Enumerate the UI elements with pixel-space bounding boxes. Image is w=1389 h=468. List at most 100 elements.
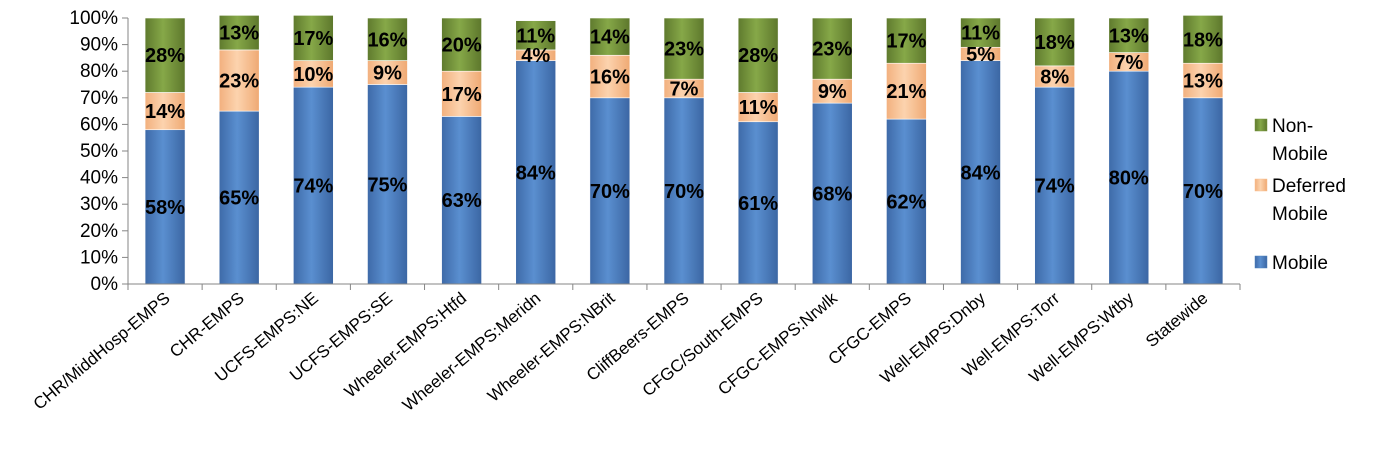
bar-segment-non-mobile — [663, 17, 705, 80]
bar-segment-mobile — [515, 60, 557, 285]
bar-segment-non-mobile — [589, 17, 631, 56]
x-axis: CHR/MiddHosp-EMPSCHR-EMPSUCFS-EMPS:NEUCF… — [30, 283, 1241, 415]
bar-segment-non-mobile — [1034, 17, 1075, 67]
legend-label: Mobile — [1272, 144, 1328, 165]
y-tick-label: 70% — [80, 88, 118, 109]
data-label: 8% — [1040, 67, 1069, 89]
data-label: 9% — [818, 81, 847, 103]
bar-segment-non-mobile — [886, 17, 927, 64]
x-tick-label: CFGC-EMPS:Nrwlk — [714, 288, 841, 399]
data-label: 5% — [966, 44, 995, 66]
bar-segment-non-mobile — [293, 15, 334, 61]
bar-segment-non-mobile — [367, 17, 408, 61]
data-label: 11% — [739, 97, 778, 119]
bar-segment-mobile — [886, 118, 927, 285]
data-label: 23% — [664, 39, 704, 61]
data-label: 7% — [1114, 52, 1143, 74]
data-label: 13% — [1183, 71, 1223, 93]
bar-segment-non-mobile — [960, 17, 1001, 48]
data-label: 61% — [738, 193, 778, 215]
y-tick-label: 10% — [80, 247, 118, 268]
y-tick-label: 50% — [80, 141, 118, 162]
data-label: 11% — [516, 25, 555, 47]
x-tick-label: Wheeler-EMPS:Meridn — [399, 289, 544, 415]
bar-segment-deferred-mobile — [218, 49, 260, 112]
bar-segment-mobile — [144, 129, 186, 285]
x-tick-label: Statewide — [1142, 289, 1211, 352]
x-tick-label: Wheeler-EMPS:NBrit — [484, 288, 619, 405]
data-label: 14% — [590, 27, 630, 49]
y-tick-label: 20% — [80, 221, 118, 242]
legend-swatch — [1254, 255, 1268, 269]
y-tick-label: 100% — [69, 8, 118, 29]
data-label: 13% — [219, 23, 259, 45]
bar-segment-mobile — [367, 84, 408, 285]
data-label: 16% — [590, 67, 630, 89]
bar-segment-non-mobile — [1182, 15, 1224, 64]
data-label: 11% — [961, 23, 1000, 45]
legend-swatch — [1254, 178, 1268, 192]
data-label: 62% — [886, 192, 926, 214]
data-labels: 58% 14% 28% 65% 23% 13% 74% 10% 17% 75% 9% 16% 63% 17… — [145, 23, 1223, 219]
data-label: 84% — [516, 162, 556, 184]
x-tick-label: CHR/MiddHosp-EMPS — [30, 289, 174, 414]
data-label: 58% — [145, 197, 185, 219]
data-label: 28% — [738, 45, 778, 67]
data-label: 68% — [812, 184, 852, 206]
data-label: 21% — [886, 81, 926, 103]
legend-label: Non- — [1272, 116, 1313, 137]
data-label: 18% — [1035, 32, 1075, 54]
data-label: 28% — [145, 45, 185, 67]
data-label: 84% — [961, 162, 1001, 184]
data-label: 70% — [1183, 181, 1223, 203]
data-label: 74% — [1035, 176, 1075, 198]
data-label: 70% — [590, 181, 630, 203]
bar-segment-deferred-mobile — [589, 54, 631, 99]
bar-segment-non-mobile — [1108, 17, 1150, 53]
data-label: 17% — [442, 84, 482, 106]
data-label: 74% — [293, 176, 333, 198]
bar-segment-mobile — [589, 97, 631, 285]
data-label: 18% — [1183, 29, 1223, 51]
data-label: 80% — [1109, 168, 1149, 190]
data-label: 20% — [442, 35, 482, 57]
bar-segment-deferred-mobile — [441, 70, 482, 117]
data-label: 17% — [293, 28, 333, 50]
bar-segment-mobile — [737, 121, 779, 285]
y-tick-label: 90% — [80, 35, 118, 56]
legend-label: Mobile — [1272, 253, 1328, 274]
bar-segment-deferred-mobile — [1182, 62, 1224, 99]
y-tick-label: 30% — [80, 194, 118, 215]
bar-segment-mobile — [441, 116, 482, 285]
data-label: 4% — [521, 45, 550, 67]
y-tick-label: 40% — [80, 168, 118, 189]
data-label: 7% — [670, 78, 699, 100]
bar-segment-mobile — [811, 102, 853, 285]
bar-segment-deferred-mobile — [293, 60, 334, 88]
bars — [144, 15, 1224, 285]
data-label: 70% — [664, 181, 704, 203]
bar-segment-deferred-mobile — [737, 92, 779, 123]
y-tick-label: 0% — [91, 274, 119, 295]
y-tick-label: 60% — [80, 114, 118, 135]
data-label: 23% — [812, 39, 852, 61]
bar-segment-non-mobile — [515, 20, 557, 51]
bar-segment-non-mobile — [441, 17, 482, 72]
bar-segment-non-mobile — [218, 15, 260, 51]
x-tick-label: CFGC/South-EMPS — [639, 289, 767, 401]
data-label: 75% — [367, 174, 407, 196]
bar-segment-non-mobile — [144, 17, 186, 93]
bar-segment-non-mobile — [811, 17, 853, 80]
data-label: 65% — [219, 188, 259, 210]
legend-label: Deferred — [1272, 176, 1346, 197]
bar-segment-non-mobile — [737, 17, 779, 93]
data-label: 23% — [219, 71, 259, 93]
data-label: 17% — [886, 31, 926, 53]
y-axis: 0% 10% 20% 30% 40% 50% 60% 70% 80% 90% 100% — [69, 8, 129, 295]
data-label: 9% — [373, 63, 402, 85]
data-label: 14% — [145, 101, 185, 123]
data-label: 10% — [293, 64, 333, 86]
data-label: 13% — [1109, 25, 1149, 47]
bar-segment-mobile — [960, 60, 1001, 285]
